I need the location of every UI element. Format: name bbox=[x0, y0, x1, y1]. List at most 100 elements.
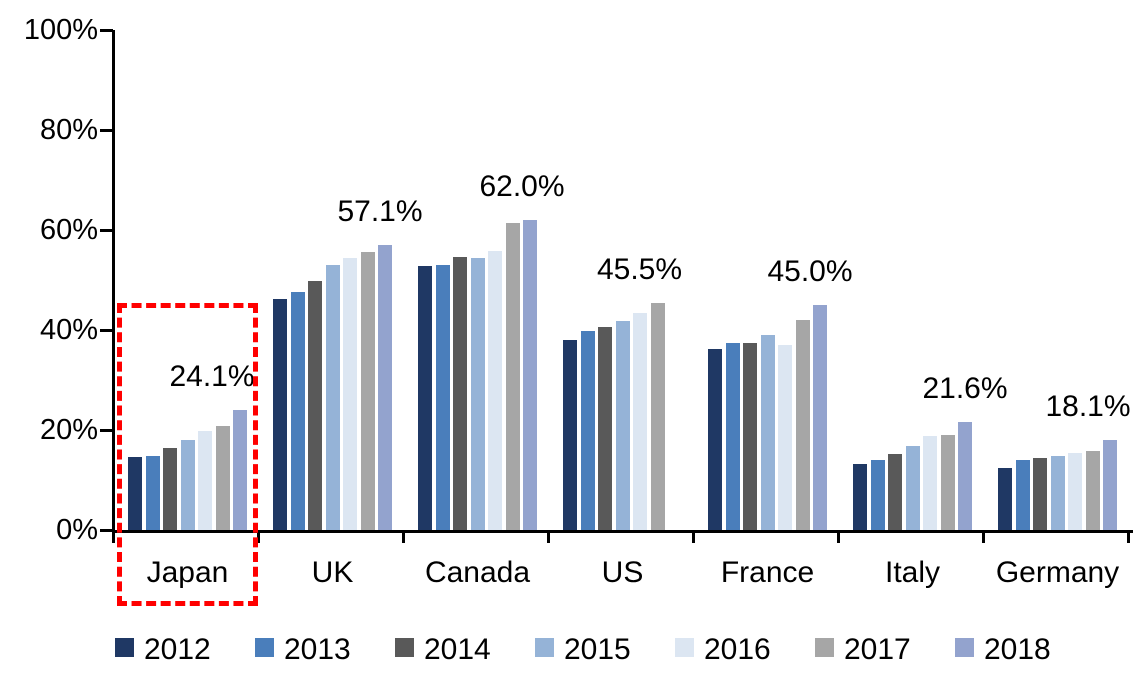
y-tick-mark bbox=[100, 229, 113, 232]
legend-swatch-2015 bbox=[535, 638, 554, 657]
bar-japan-2013 bbox=[145, 455, 160, 530]
bar-italy-2012 bbox=[853, 463, 867, 530]
x-axis-line bbox=[112, 530, 1133, 533]
y-tick-label: 40% bbox=[39, 314, 98, 346]
bar-france-2012 bbox=[708, 348, 722, 530]
bar-uk-2017 bbox=[360, 252, 375, 530]
y-tick-label: 0% bbox=[56, 514, 98, 546]
x-tick-mark bbox=[257, 532, 260, 543]
bar-uk-2013 bbox=[290, 292, 305, 530]
y-tick-mark bbox=[100, 29, 113, 32]
bar-japan-2014 bbox=[163, 447, 177, 530]
legend-swatch-2012 bbox=[115, 638, 134, 657]
bar-japan-2015 bbox=[180, 440, 195, 530]
data-label-canada: 62.0% bbox=[479, 170, 565, 203]
legend-label-2017: 2017 bbox=[844, 633, 911, 666]
data-label-germany: 18.1% bbox=[1045, 389, 1131, 423]
category-label-italy: Italy bbox=[884, 556, 941, 589]
y-tick-label: 60% bbox=[39, 214, 98, 246]
category-label-france: France bbox=[720, 556, 815, 589]
bar-uk-2014 bbox=[308, 281, 322, 530]
bar-us-2013 bbox=[580, 330, 595, 530]
x-tick-mark bbox=[112, 532, 115, 543]
bar-italy-2017 bbox=[940, 434, 955, 530]
bar-france-2018 bbox=[813, 305, 827, 530]
bar-canada-2012 bbox=[418, 266, 432, 530]
y-axis-line bbox=[112, 30, 115, 533]
legend-swatch-2016 bbox=[675, 638, 694, 657]
bar-italy-2016 bbox=[923, 435, 937, 530]
bar-japan-2016 bbox=[198, 430, 212, 530]
y-tick-mark bbox=[100, 129, 113, 132]
bar-germany-2014 bbox=[1033, 458, 1047, 530]
bar-japan-2012 bbox=[128, 457, 142, 530]
bar-germany-2017 bbox=[1085, 450, 1100, 530]
y-tick-label: 20% bbox=[39, 414, 98, 446]
legend: 2012 2013 2014 2015 2016 2017 2018 bbox=[0, 628, 1142, 673]
bar-us-2012 bbox=[563, 340, 577, 530]
y-tick-mark bbox=[100, 329, 113, 332]
bar-germany-2018 bbox=[1103, 439, 1117, 530]
legend-label-2016: 2016 bbox=[704, 633, 771, 666]
bar-germany-2015 bbox=[1050, 455, 1065, 530]
bar-canada-2013 bbox=[435, 264, 450, 530]
bar-uk-2012 bbox=[273, 298, 287, 530]
bar-france-2014 bbox=[743, 343, 757, 530]
bar-uk-2015 bbox=[325, 265, 340, 530]
bar-germany-2012 bbox=[998, 467, 1012, 530]
bar-canada-2014 bbox=[453, 256, 467, 530]
bar-canada-2017 bbox=[505, 223, 520, 530]
legend-label-2013: 2013 bbox=[284, 633, 351, 666]
legend-swatch-2014 bbox=[395, 638, 414, 657]
bar-france-2017 bbox=[795, 319, 810, 530]
data-label-japan: 24.1% bbox=[169, 359, 255, 393]
category-label-germany: Germany bbox=[995, 556, 1120, 589]
bar-italy-2014 bbox=[888, 453, 902, 530]
bar-us-2015 bbox=[615, 320, 630, 530]
x-tick-mark bbox=[692, 532, 695, 543]
bar-france-2013 bbox=[725, 342, 740, 530]
legend-label-2012: 2012 bbox=[144, 633, 211, 666]
data-label-us: 45.5% bbox=[596, 252, 683, 286]
data-label-uk: 57.1% bbox=[337, 194, 423, 228]
x-tick-mark bbox=[1127, 532, 1130, 543]
category-label-canada: Canada bbox=[424, 556, 531, 589]
bar-canada-2018 bbox=[523, 220, 537, 530]
y-tick-mark bbox=[100, 529, 113, 532]
data-label-italy: 21.6% bbox=[922, 372, 1008, 405]
category-label-us: US bbox=[601, 556, 644, 589]
legend-swatch-2018 bbox=[955, 638, 974, 657]
bar-us-2014 bbox=[598, 326, 612, 530]
x-tick-mark bbox=[547, 532, 550, 543]
legend-label-2015: 2015 bbox=[564, 633, 631, 666]
bar-japan-2017 bbox=[215, 425, 230, 530]
bar-germany-2016 bbox=[1068, 452, 1082, 530]
y-tick-label: 100% bbox=[23, 14, 98, 46]
y-tick-label: 80% bbox=[39, 114, 98, 146]
legend-label-2014: 2014 bbox=[424, 633, 491, 666]
bar-germany-2013 bbox=[1015, 460, 1030, 530]
legend-swatch-2017 bbox=[815, 638, 834, 657]
y-tick-mark bbox=[100, 429, 113, 432]
bar-us-2017 bbox=[650, 302, 665, 530]
category-label-japan: Japan bbox=[146, 556, 229, 589]
bar-us-2016 bbox=[633, 313, 647, 530]
bar-canada-2016 bbox=[488, 250, 502, 530]
bar-japan-2018 bbox=[233, 409, 247, 530]
data-label-france: 45.0% bbox=[767, 255, 853, 288]
x-tick-mark bbox=[982, 532, 985, 543]
bar-uk-2018 bbox=[378, 244, 392, 530]
x-tick-mark bbox=[402, 532, 405, 543]
japan-highlight-rect bbox=[117, 303, 258, 606]
legend-swatch-2013 bbox=[255, 638, 274, 657]
bar-canada-2015 bbox=[470, 257, 485, 530]
bar-france-2015 bbox=[760, 335, 775, 530]
bar-italy-2015 bbox=[905, 446, 920, 530]
legend-label-2018: 2018 bbox=[984, 633, 1051, 666]
bar-italy-2018 bbox=[958, 422, 972, 530]
category-label-uk: UK bbox=[311, 556, 354, 589]
bar-uk-2016 bbox=[343, 257, 357, 530]
bar-france-2016 bbox=[778, 344, 792, 530]
x-tick-mark bbox=[837, 532, 840, 543]
